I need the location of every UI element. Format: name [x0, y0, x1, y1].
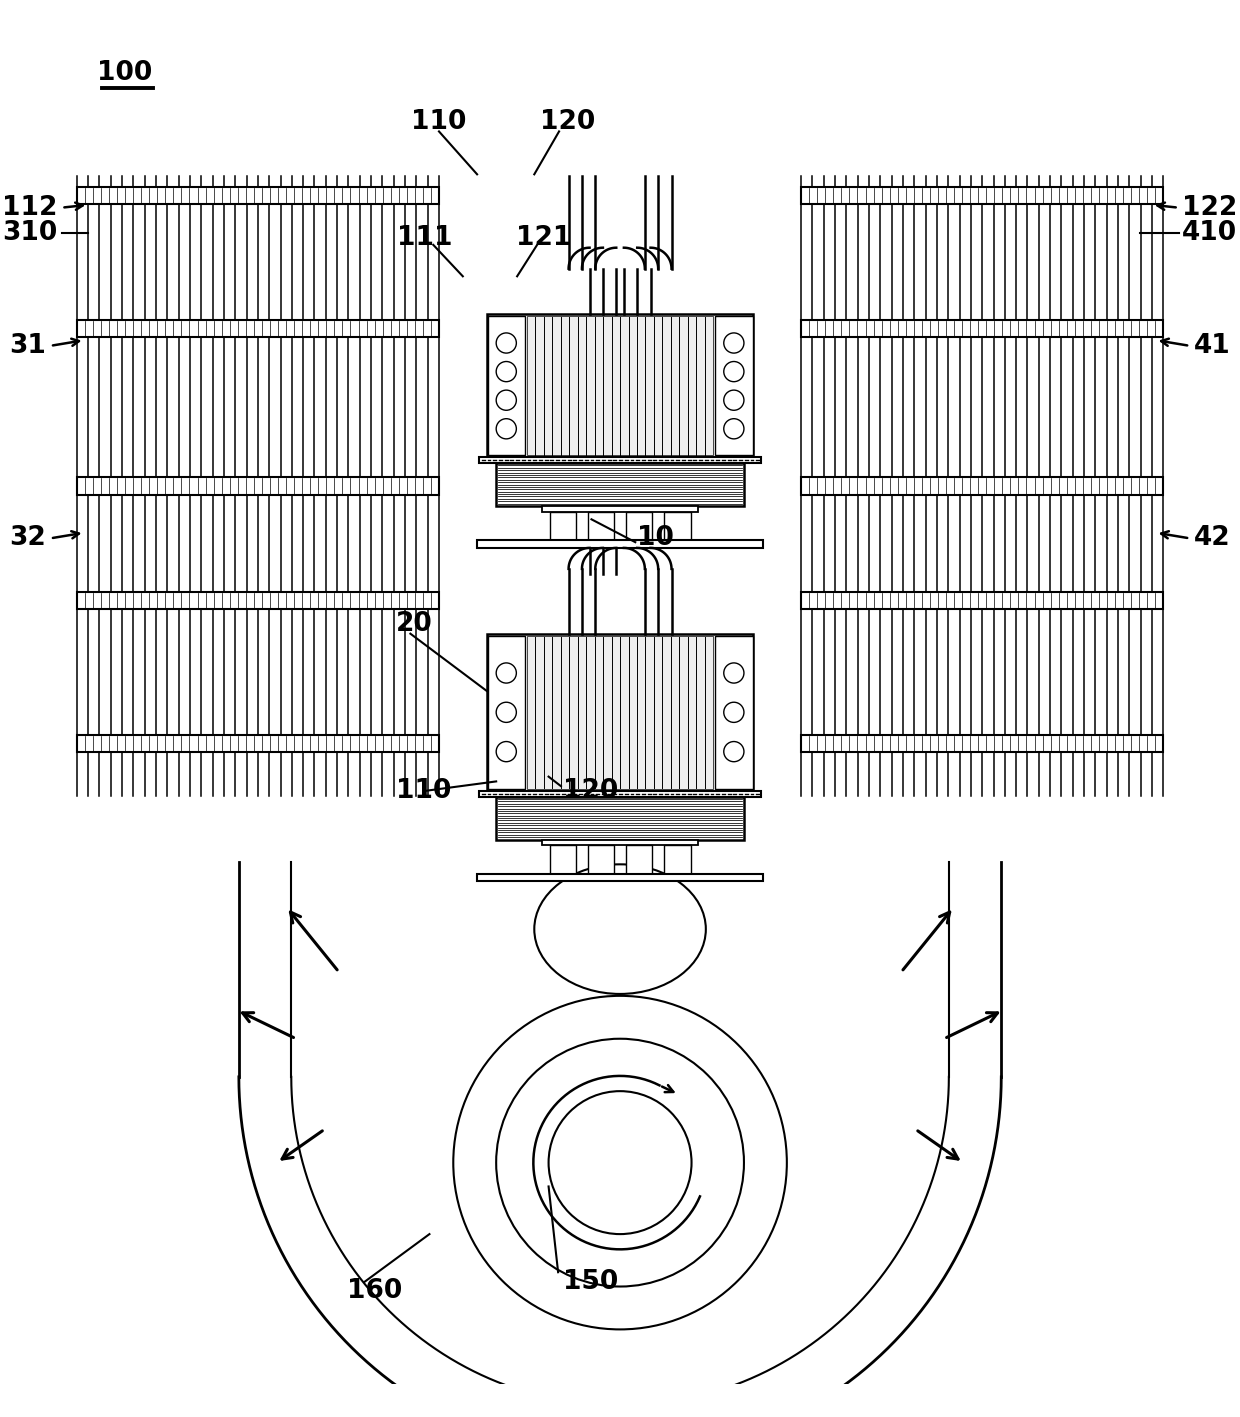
Ellipse shape — [534, 864, 706, 993]
Text: 122: 122 — [1183, 194, 1238, 221]
Text: 20: 20 — [396, 611, 433, 638]
Bar — [549, 512, 577, 540]
Bar — [663, 846, 691, 874]
Text: 120: 120 — [563, 778, 618, 803]
Bar — [486, 315, 754, 458]
Bar — [77, 478, 439, 495]
Bar — [801, 320, 1163, 337]
Bar — [715, 636, 753, 789]
Text: 150: 150 — [563, 1268, 618, 1295]
Text: 31: 31 — [10, 333, 46, 359]
Bar — [715, 316, 753, 455]
Bar — [77, 734, 439, 752]
Text: 110: 110 — [396, 778, 451, 803]
Text: 110: 110 — [412, 109, 466, 135]
Bar — [527, 316, 713, 455]
Bar — [77, 187, 439, 204]
Bar — [77, 592, 439, 609]
Bar — [496, 796, 744, 839]
Bar — [542, 839, 698, 846]
Text: 111: 111 — [397, 225, 453, 251]
Text: 42: 42 — [1194, 526, 1230, 551]
Bar — [477, 874, 763, 881]
Bar — [801, 187, 1163, 204]
Bar — [477, 540, 763, 548]
Text: 112: 112 — [2, 194, 58, 221]
Text: 100: 100 — [97, 61, 153, 86]
Text: 410: 410 — [1183, 221, 1238, 247]
Bar — [626, 512, 652, 540]
Bar — [588, 846, 614, 874]
Bar — [542, 506, 698, 512]
Text: 10: 10 — [637, 526, 675, 551]
Bar — [77, 320, 439, 337]
Text: 32: 32 — [10, 526, 46, 551]
Text: 310: 310 — [2, 221, 58, 247]
Bar — [801, 592, 1163, 609]
Text: 120: 120 — [541, 109, 595, 135]
Text: 41: 41 — [1194, 333, 1230, 359]
Bar — [486, 633, 754, 791]
Bar — [479, 791, 761, 796]
Bar — [527, 636, 713, 789]
Bar — [663, 512, 691, 540]
Bar — [496, 463, 744, 506]
Bar — [549, 846, 577, 874]
Bar — [801, 734, 1163, 752]
Bar — [801, 478, 1163, 495]
Bar — [487, 316, 525, 455]
Bar — [479, 458, 761, 463]
Bar — [588, 512, 614, 540]
Text: 160: 160 — [346, 1278, 402, 1304]
Bar — [487, 636, 525, 789]
Text: 121: 121 — [516, 225, 572, 251]
Bar — [626, 846, 652, 874]
